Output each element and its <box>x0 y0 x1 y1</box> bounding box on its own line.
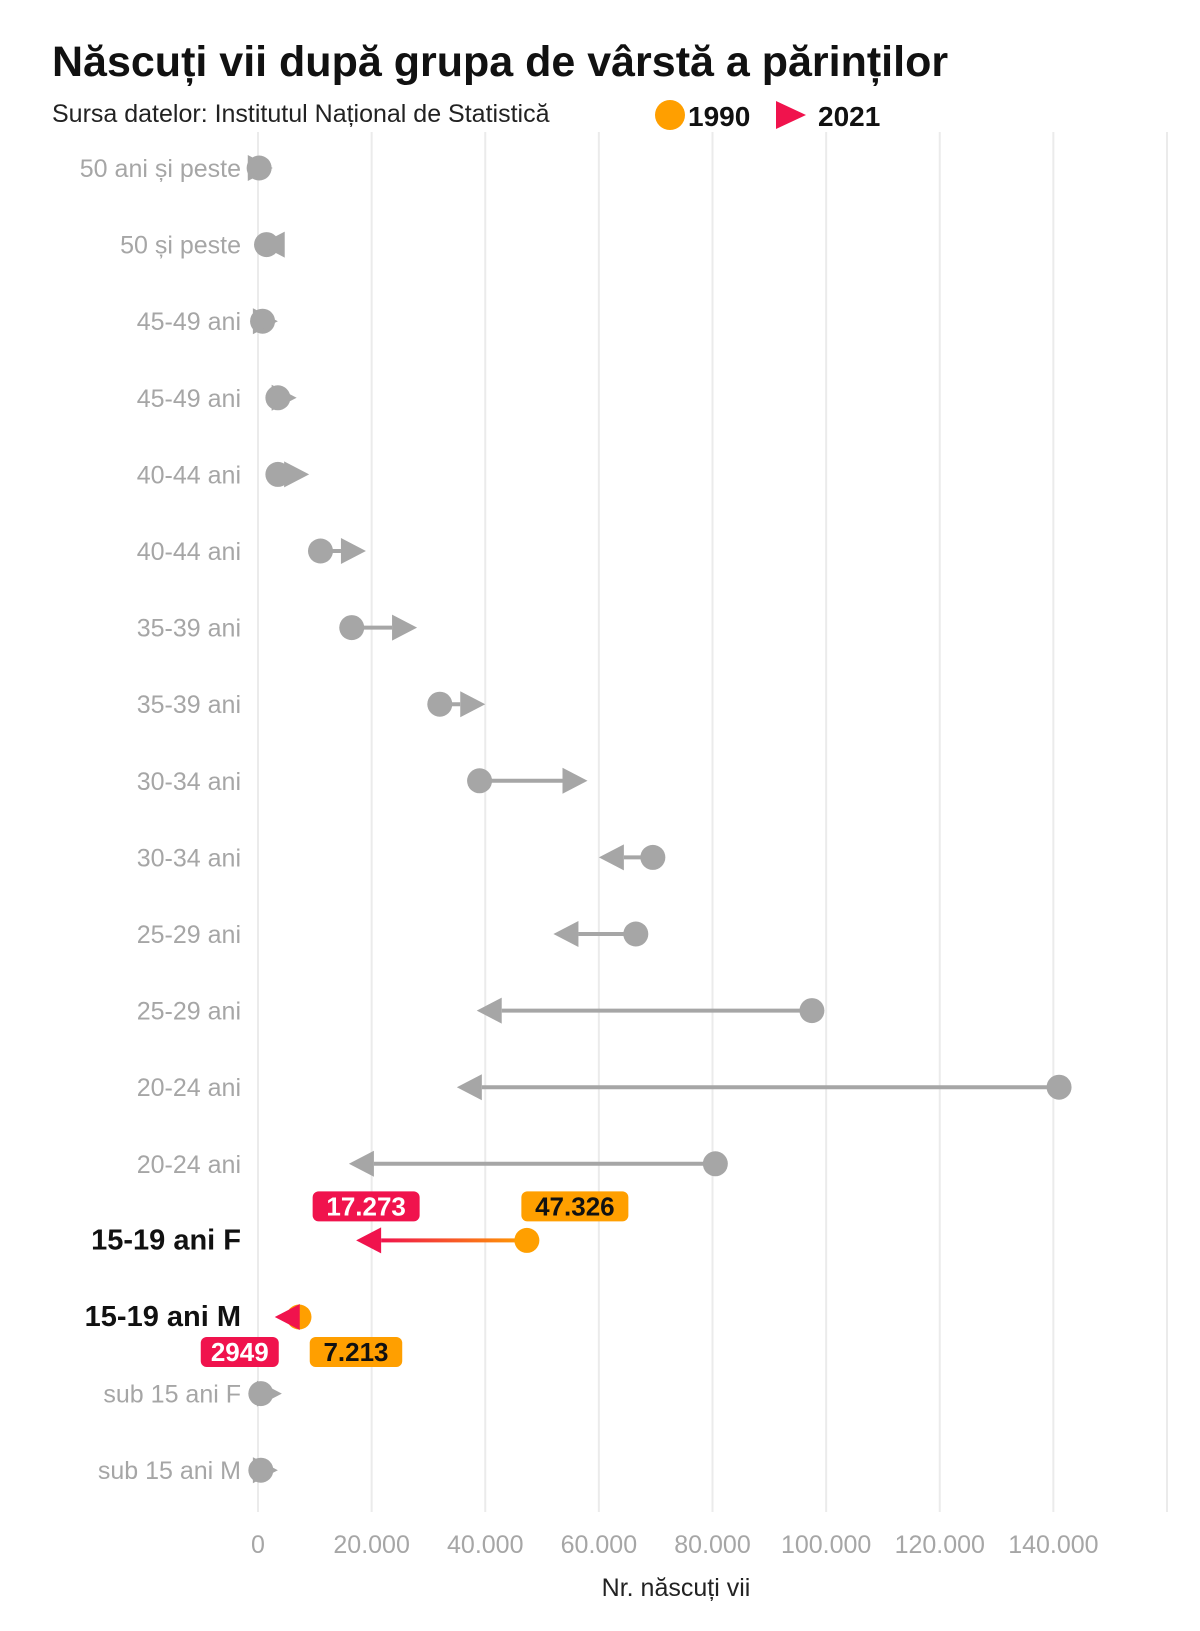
row: 25-29 ani <box>137 921 649 949</box>
value-badge-2021-bg <box>200 1337 279 1367</box>
rows-layer: 50 ani și peste 50 și peste 45-49 ani 45-49… <box>80 155 1072 1485</box>
x-tick-label: 140.000 <box>1008 1531 1098 1559</box>
row: 25-29 ani <box>137 997 825 1026</box>
x-tick-label: 0 <box>251 1531 265 1559</box>
row: 45-49 ani <box>137 384 297 413</box>
legend-1990-marker <box>655 100 685 130</box>
row: 35-39 ani <box>137 614 418 643</box>
value-badge-1990: 47.326 <box>535 1191 615 1221</box>
grid-layer <box>257 132 1168 1512</box>
row: 20-24 ani <box>137 1150 728 1179</box>
legend-1990-label: 1990 <box>688 101 750 132</box>
marker-2021 <box>392 614 418 641</box>
category-label: 25-29 ani <box>137 921 241 949</box>
marker-2021 <box>340 538 366 564</box>
category-label: 20-24 ani <box>137 1074 241 1102</box>
category-label: 30-34 ani <box>137 768 241 796</box>
marker-2021 <box>598 844 624 871</box>
marker-2021 <box>252 1457 278 1484</box>
marker-1990 <box>623 921 649 947</box>
category-label: 15-19 ani M <box>85 1301 241 1333</box>
marker-2021 <box>256 1380 282 1407</box>
chart-subtitle: Sursa datelor: Institutul Național de St… <box>52 100 550 128</box>
category-label: sub 15 ani F <box>103 1381 241 1409</box>
row: 30-34 ani <box>137 844 666 872</box>
value-badge-1990-bg <box>521 1191 629 1222</box>
marker-2021 <box>284 461 310 488</box>
category-label: 45-49 ani <box>137 308 241 336</box>
category-label: 50 ani și peste <box>80 155 241 183</box>
marker-1990 <box>640 844 666 870</box>
row: 15-19 ani M 2949 7.213 <box>85 1301 403 1367</box>
row: 40-44 ani <box>137 461 310 489</box>
category-label: sub 15 ani M <box>98 1457 241 1485</box>
x-tick-label: 20.000 <box>333 1531 409 1559</box>
marker-2021 <box>247 155 273 181</box>
marker-2021 <box>252 308 278 335</box>
marker-2021 <box>476 997 502 1024</box>
category-label: 15-19 ani F <box>91 1224 241 1256</box>
marker-1990 <box>799 998 825 1024</box>
row: sub 15 ani M <box>98 1457 278 1485</box>
marker-2021 <box>460 691 486 718</box>
marker-1990 <box>1046 1074 1072 1100</box>
x-tick-label: 80.000 <box>674 1531 750 1559</box>
row: sub 15 ani F <box>103 1380 282 1409</box>
row: 40-44 ani <box>137 538 366 566</box>
value-badge-2021-bg <box>312 1191 420 1222</box>
legend-2021-label: 2021 <box>818 101 880 132</box>
marker-1990 <box>427 691 453 717</box>
marker-2021 <box>553 921 579 947</box>
value-badge-2021: 2949 <box>211 1337 269 1367</box>
row: 50 ani și peste <box>80 155 273 183</box>
row: 15-19 ani F 17.273 47.326 <box>91 1191 629 1256</box>
legend-2021-marker <box>776 101 806 129</box>
marker-1990 <box>467 768 493 794</box>
x-tick-label: 60.000 <box>561 1531 637 1559</box>
marker-1990 <box>339 615 365 641</box>
category-label: 30-34 ani <box>137 844 241 872</box>
category-label: 25-29 ani <box>137 998 241 1026</box>
marker-2021 <box>348 1150 374 1177</box>
x-tick-label: 120.000 <box>895 1531 985 1559</box>
marker-1990 <box>307 538 333 564</box>
change-line <box>381 1238 527 1243</box>
marker-1990 <box>702 1151 728 1177</box>
category-label: 40-44 ani <box>137 461 241 489</box>
x-tick-label: 100.000 <box>781 1531 871 1559</box>
category-label: 20-24 ani <box>137 1151 241 1179</box>
value-badge-1990: 7.213 <box>323 1337 388 1367</box>
chart-title: Născuți vii după grupa de vârstă a părin… <box>52 38 948 86</box>
marker-2021 <box>259 231 285 258</box>
x-axis: 0 20.000 40.000 60.000 80.000 100.000 120.000 1… <box>251 1531 1099 1559</box>
category-label: 40-44 ani <box>137 538 241 566</box>
row: 30-34 ani <box>137 767 588 796</box>
value-badge-1990-bg <box>309 1337 403 1367</box>
row: 50 și peste <box>120 231 285 260</box>
row: 35-39 ani <box>137 691 486 719</box>
marker-2021 <box>356 1227 382 1254</box>
value-badge-2021: 17.273 <box>326 1191 406 1221</box>
row: 45-49 ani <box>137 308 278 336</box>
row: 20-24 ani <box>137 1074 1072 1102</box>
legend: 1990 2021 <box>655 100 880 132</box>
marker-2021 <box>274 1304 300 1330</box>
category-label: 50 și peste <box>120 232 241 260</box>
category-label: 45-49 ani <box>137 385 241 413</box>
marker-1990 <box>514 1227 540 1253</box>
category-label: 35-39 ani <box>137 615 241 643</box>
category-label: 35-39 ani <box>137 691 241 719</box>
x-axis-title: Nr. născuți vii <box>602 1574 751 1602</box>
x-tick-label: 40.000 <box>447 1531 523 1559</box>
marker-2021 <box>271 384 297 411</box>
marker-2021 <box>562 767 588 794</box>
marker-2021 <box>456 1074 482 1101</box>
